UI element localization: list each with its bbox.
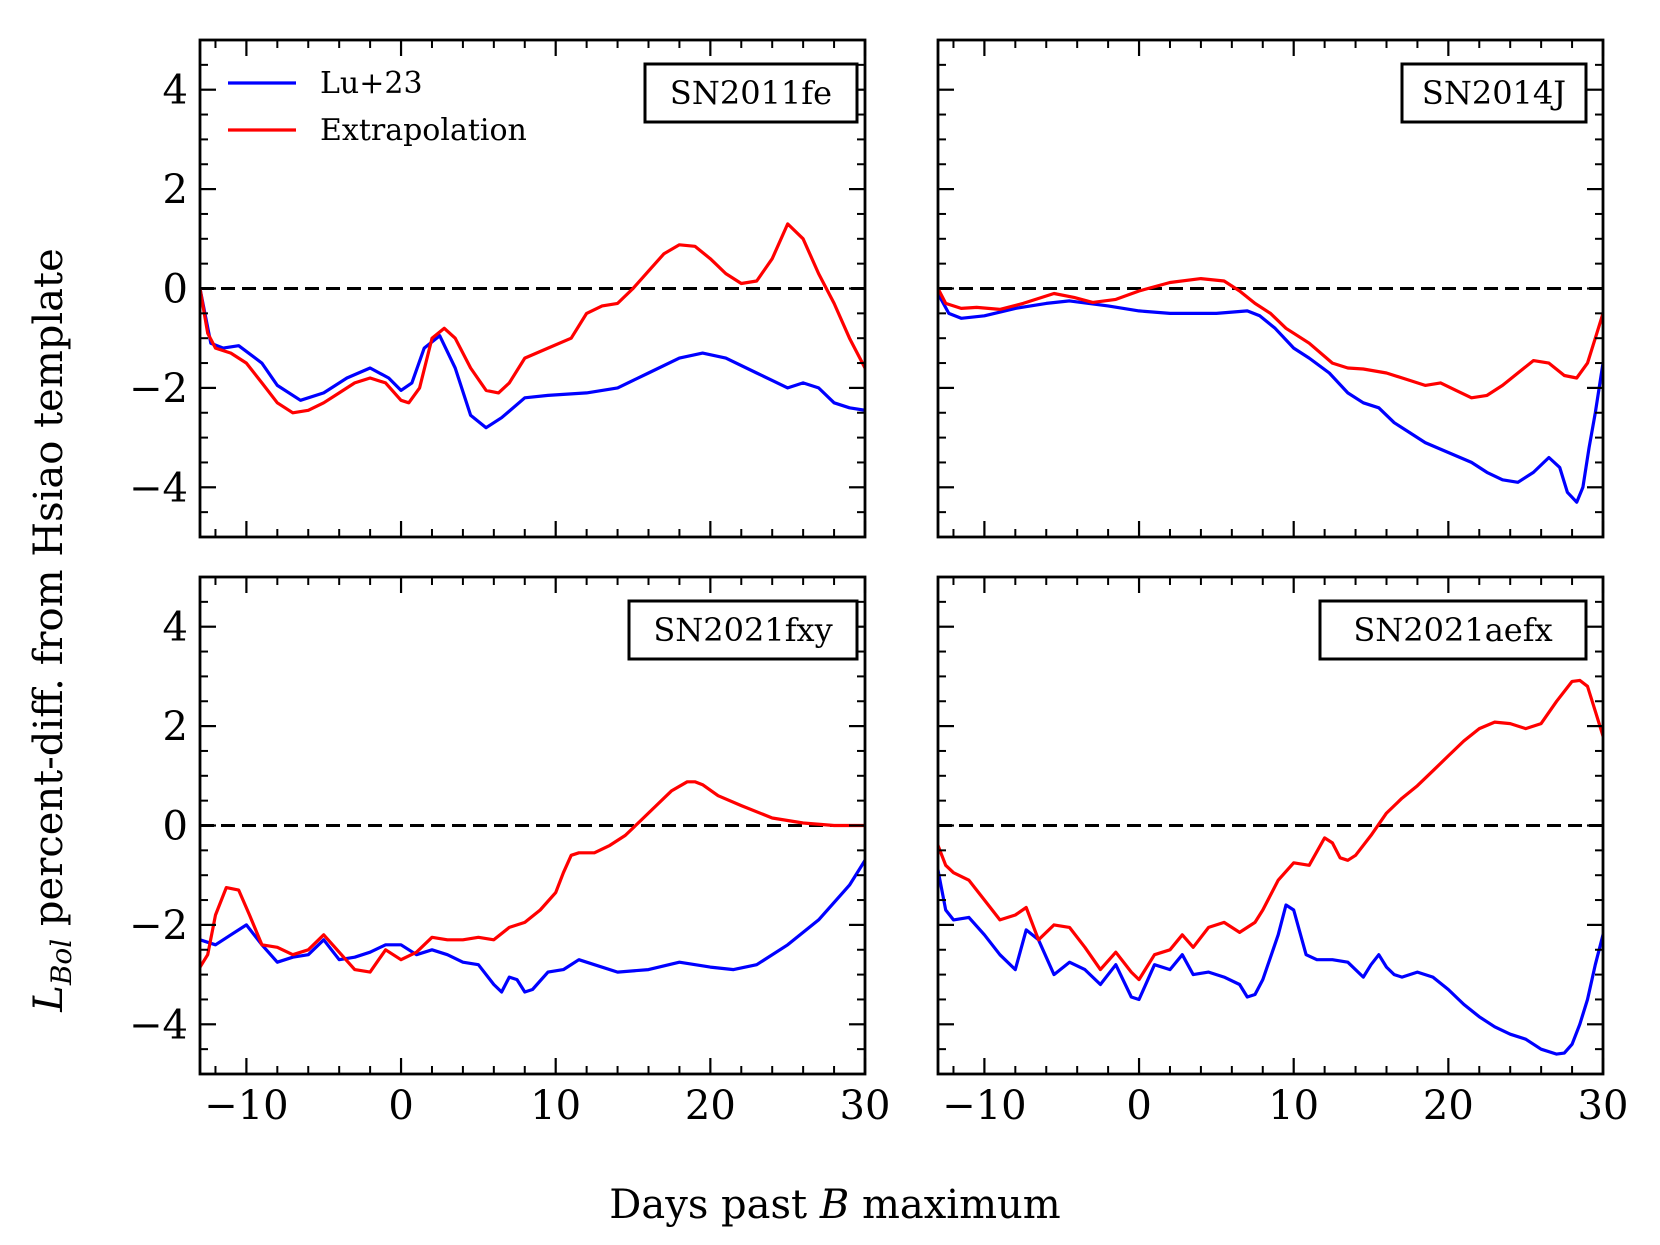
y-tick-label: −4	[129, 465, 188, 511]
legend: Lu+23 Extrapolation	[228, 66, 527, 148]
panel-label-box	[1318, 599, 1588, 661]
x-tick-label: 0	[388, 1083, 413, 1129]
panel-frame	[936, 575, 1605, 1076]
series-line-extrapolation	[200, 222, 865, 415]
series-line-extrapolation	[938, 277, 1603, 400]
panels-layer: −4 −2 0 2 4 SN2011fe SN2014J −10 0 10 20 30 −4 −2 0 2 4 S…	[129, 38, 1629, 1129]
y-tick-label: −4	[129, 1002, 188, 1048]
x-tick-label: 20	[685, 1083, 736, 1129]
x-tick-label: 20	[1423, 1083, 1474, 1129]
y-tick-label: 0	[163, 267, 188, 313]
series-line-lu-23	[200, 858, 865, 994]
x-tick-label: 0	[1126, 1083, 1151, 1129]
series-line-lu-23	[938, 291, 1603, 504]
series-line-lu-23	[200, 286, 865, 430]
panel-label-box	[1400, 62, 1588, 124]
legend-label: Lu+23	[320, 66, 423, 101]
panel-frame	[936, 38, 1605, 539]
panel-label-box	[643, 62, 859, 124]
y-tick-label: 2	[163, 704, 188, 750]
y-tick-label: 0	[163, 804, 188, 850]
panel-label: SN2011fe	[670, 74, 832, 112]
series-line-lu-23	[938, 868, 1603, 1056]
x-axis-title: Days past B maximum	[609, 1182, 1060, 1228]
y-tick-label: 4	[163, 68, 188, 114]
panel-frame	[198, 575, 867, 1076]
series-line-extrapolation	[200, 780, 865, 974]
series-line-extrapolation	[938, 678, 1603, 982]
panel-frame	[198, 38, 867, 539]
x-tick-label: −10	[204, 1083, 288, 1129]
x-tick-label: 30	[1578, 1083, 1629, 1129]
panel-label: SN2014J	[1422, 74, 1566, 112]
y-tick-label: 4	[163, 605, 188, 651]
y-tick-label: −2	[129, 366, 188, 412]
panel-SN2021aefx: −10 0 10 20 30 SN2021aefx	[936, 575, 1629, 1129]
y-axis-title: LBol percent-diff. from Hsiao template	[26, 248, 78, 1012]
legend-label: Extrapolation	[320, 113, 527, 148]
x-tick-label: 30	[840, 1083, 891, 1129]
panel-label-box	[627, 599, 859, 661]
x-tick-label: 10	[1268, 1083, 1319, 1129]
panel-label: SN2021fxy	[653, 611, 832, 649]
panel-SN2014J: SN2014J	[936, 38, 1605, 539]
panel-SN2011fe: −4 −2 0 2 4 SN2011fe	[129, 38, 867, 539]
y-tick-label: 2	[163, 167, 188, 213]
x-tick-label: 10	[530, 1083, 581, 1129]
y-tick-label: −2	[129, 903, 188, 949]
panel-label: SN2021aefx	[1353, 611, 1552, 649]
x-tick-label: −10	[942, 1083, 1026, 1129]
panel-SN2021fxy: −10 0 10 20 30 −4 −2 0 2 4 SN2021fxy	[129, 575, 891, 1129]
